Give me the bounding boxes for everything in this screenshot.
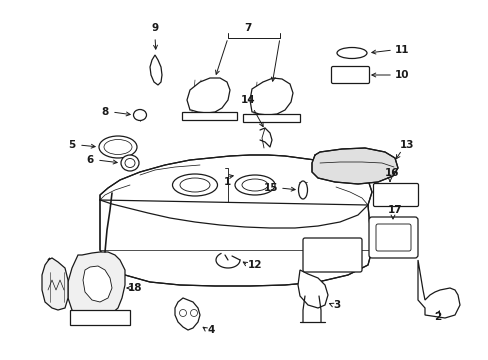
Text: 18: 18 (128, 283, 142, 293)
FancyBboxPatch shape (373, 184, 418, 207)
Ellipse shape (121, 155, 139, 171)
Text: 14: 14 (240, 95, 255, 105)
FancyBboxPatch shape (375, 224, 410, 251)
Polygon shape (100, 155, 371, 228)
Ellipse shape (235, 175, 274, 195)
Polygon shape (175, 298, 200, 330)
Polygon shape (249, 78, 292, 115)
Ellipse shape (179, 310, 186, 316)
Text: 5: 5 (68, 140, 76, 150)
Text: 17: 17 (387, 205, 402, 215)
Ellipse shape (180, 178, 209, 192)
Polygon shape (100, 200, 371, 286)
Text: 13: 13 (399, 140, 414, 150)
Text: 10: 10 (394, 70, 408, 80)
Polygon shape (182, 112, 237, 120)
Polygon shape (243, 114, 299, 122)
Ellipse shape (190, 310, 197, 316)
Text: 4: 4 (206, 325, 214, 335)
Polygon shape (42, 258, 68, 310)
Text: 16: 16 (384, 168, 399, 178)
Ellipse shape (336, 48, 366, 58)
Ellipse shape (298, 181, 307, 199)
Text: 1: 1 (223, 177, 230, 187)
Polygon shape (311, 148, 397, 184)
FancyBboxPatch shape (331, 67, 369, 84)
Text: 6: 6 (86, 155, 93, 165)
Polygon shape (417, 260, 459, 318)
Text: 2: 2 (433, 312, 441, 322)
Text: 12: 12 (247, 260, 262, 270)
Text: 8: 8 (101, 107, 108, 117)
Text: 15: 15 (264, 183, 278, 193)
Polygon shape (70, 310, 130, 325)
FancyBboxPatch shape (368, 217, 417, 258)
Ellipse shape (242, 179, 267, 191)
Text: 11: 11 (394, 45, 408, 55)
Ellipse shape (125, 158, 135, 167)
Polygon shape (83, 266, 112, 302)
Ellipse shape (172, 174, 217, 196)
Ellipse shape (104, 139, 132, 154)
Text: 7: 7 (244, 23, 251, 33)
Polygon shape (186, 78, 229, 113)
Text: 3: 3 (332, 300, 340, 310)
Polygon shape (150, 55, 162, 85)
Polygon shape (297, 270, 327, 308)
FancyBboxPatch shape (303, 238, 361, 272)
Ellipse shape (99, 136, 137, 158)
Polygon shape (68, 252, 125, 322)
Text: 9: 9 (151, 23, 158, 33)
Ellipse shape (133, 109, 146, 121)
